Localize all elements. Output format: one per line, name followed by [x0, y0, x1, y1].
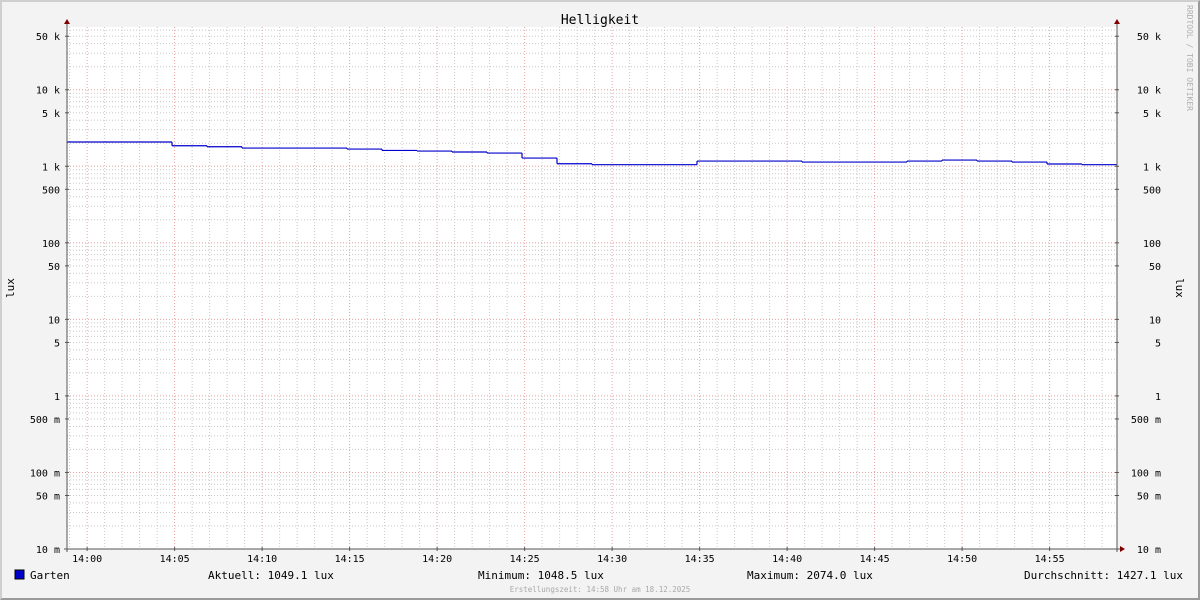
y-tick-label-right: 10 m [1137, 545, 1161, 556]
y-tick-label-left: 5 [54, 338, 60, 349]
y-tick-label-right: 100 m [1131, 468, 1161, 479]
series-lines [67, 141, 1117, 166]
y-tick-label-left: 50 m [36, 491, 60, 502]
y-tick-label-left: 50 [48, 262, 60, 273]
grid [67, 27, 1117, 550]
y-tick-label-left: 500 m [30, 415, 60, 426]
x-tick-label: 14:25 [510, 554, 540, 565]
y-tick-label-left: 500 [42, 185, 60, 196]
x-tick-label: 14:00 [72, 554, 102, 565]
y-axis-label-left: lux [4, 278, 17, 298]
y-tick-label-right: 10 [1149, 315, 1161, 326]
y-tick-label-right: 500 m [1131, 415, 1161, 426]
x-axis-arrow-icon [1120, 546, 1125, 552]
y-tick-label-left: 50 k [36, 32, 60, 43]
y-tick-label-right: 10 k [1137, 86, 1161, 97]
y-tick-label-left: 10 k [36, 86, 60, 97]
y-tick-label-left: 100 [42, 239, 60, 250]
footer-timestamp: Erstellungszeit: 14:58 Uhr am 18.12.2025 [510, 585, 691, 594]
x-tick-label: 14:20 [422, 554, 452, 565]
y-tick-label-left: 10 [48, 315, 60, 326]
y-tick-label-right: 50 k [1137, 32, 1161, 43]
x-tick-label: 14:15 [335, 554, 365, 565]
legend-minimum: Minimum: 1048.5 lux [478, 569, 604, 582]
legend-average: Durchschnitt: 1427.1 lux [1024, 569, 1183, 582]
y-tick-label-right: 1 [1155, 392, 1161, 403]
y-tick-label-left: 100 m [30, 468, 60, 479]
legend-swatch-garten [14, 569, 25, 580]
x-tick-label: 14:30 [597, 554, 627, 565]
x-tick-label: 14:35 [685, 554, 715, 565]
x-tick-label: 14:55 [1035, 554, 1065, 565]
y-axis-arrow-icon [64, 19, 70, 24]
y-tick-label-right: 1 k [1143, 162, 1161, 173]
x-tick-label: 14:10 [247, 554, 277, 565]
legend-current: Aktuell: 1049.1 lux [208, 569, 334, 582]
y-tick-label-left: 5 k [42, 109, 60, 120]
watermark: RRDTOOL / TOBI OETIKER [1185, 5, 1194, 111]
y-tick-label-left: 1 k [42, 162, 60, 173]
y-tick-label-left: 1 [54, 392, 60, 403]
y-tick-label-left: 10 m [36, 545, 60, 556]
y-tick-labels: 50 k 50 k 10 k 10 k 5 k 5 k 1 k 1 k 500 500 100 100… [30, 32, 1161, 556]
x-tick-label: 14:45 [860, 554, 890, 565]
y-tick-label-right: 50 [1149, 262, 1161, 273]
x-tick-label: 14:50 [947, 554, 977, 565]
axes [64, 19, 1125, 552]
legend-maximum: Maximum: 2074.0 lux [747, 569, 873, 582]
legend-series-name: Garten [30, 569, 70, 582]
y-tick-label-right: 5 [1155, 338, 1161, 349]
y-axis-label-right: lux [1173, 278, 1186, 298]
y-tick-label-right: 500 [1143, 185, 1161, 196]
chart-title: Helligkeit [561, 13, 639, 28]
y-tick-label-right: 50 m [1137, 491, 1161, 502]
plot-area [67, 27, 1117, 549]
x-tick-label: 14:05 [160, 554, 190, 565]
y-axis-arrow-icon [1114, 19, 1120, 24]
x-tick-labels: 14:00 14:05 14:10 14:15 14:20 14:25 14:30 14:35… [72, 554, 1065, 565]
x-tick-label: 14:40 [772, 554, 802, 565]
y-tick-label-right: 100 [1143, 239, 1161, 250]
y-tick-label-right: 5 k [1143, 109, 1161, 120]
